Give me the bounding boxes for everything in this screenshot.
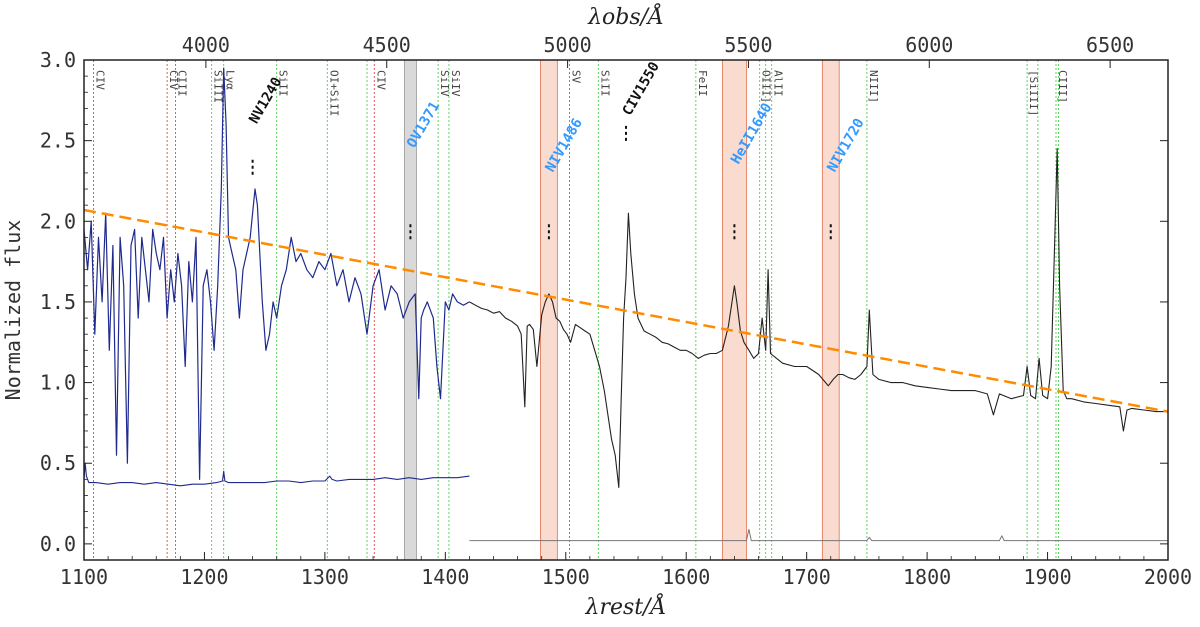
green-line-label-5: SiIV [438,70,451,97]
green-line-label-9: OIII] [760,70,773,103]
green-line-label-8: FeII [696,70,709,97]
ticks-layer: 1100 1200 1300 1400 1500 1600 1700 1800 1900 2000… [40,33,1192,589]
x2-tick-label-3: 5500 [724,33,772,57]
x-axis-title: λrest/Å [585,592,667,620]
x2-tick-label-4: 6000 [905,33,953,57]
series-blue_error [83,462,470,487]
series-blue [83,67,470,480]
band-1 [721,59,747,561]
feature-label-3: CIV1550 [620,59,663,118]
x-tick-label-3: 1400 [421,565,469,589]
series-layer [83,67,1169,542]
x-tick-label-6: 1700 [783,565,831,589]
green-line-label-11: AlII [772,70,785,97]
green-line-label-2: SiII [277,70,290,97]
x-tick-label-4: 1500 [542,565,590,589]
band-2 [821,59,840,561]
y-tick-label-6: 3.0 [40,48,76,72]
bands-layer [403,59,840,561]
green-line-label-3: OI+SiII [327,70,340,116]
series-black_error [469,528,1168,542]
y-tick-label-2: 1.0 [40,371,76,395]
green-line-label-15: CIII] [1056,70,1069,103]
y-axis-title: Normalized flux [1,220,25,401]
red-line-label-3: CIV [374,70,387,90]
x-tick-label-9: 2000 [1144,565,1192,589]
series-black [469,148,1168,488]
x2-tick-label-0: 4000 [182,33,230,57]
x-tick-label-8: 1900 [1023,565,1071,589]
green-line-label-13: [SiIII] [1027,70,1040,116]
green-line-label-1: Lyα [224,70,237,90]
y-tick-label-1: 0.5 [40,451,76,475]
x-tick-label-2: 1300 [301,565,349,589]
green-line-label-7: SiII [598,70,611,97]
green-line-label-6: SiIV [449,70,462,97]
x-tick-label-1: 1200 [180,565,228,589]
x-tick-label-7: 1800 [903,565,951,589]
red-line-label-1: CIV [167,70,180,90]
y-tick-label-3: 1.5 [40,290,76,314]
y-tick-label-5: 2.5 [40,129,76,153]
plot-frame [83,59,1169,561]
x2-tick-label-1: 4500 [363,33,411,57]
red-line-label-4: SV [569,70,582,84]
continuum-fit-line [83,208,1169,413]
y-tick-label-4: 2.0 [40,209,76,233]
red-line-label-2: CIII [176,70,189,97]
green-line-label-12: NIII] [867,70,880,103]
x2-tick-label-5: 6500 [1086,33,1134,57]
feature-label-0: NV1240 [246,75,285,127]
x-tick-label-5: 1600 [662,565,710,589]
red-line-label-0: CIV [94,70,107,90]
x2-tick-label-2: 5000 [544,33,592,57]
green-line-label-0: SiIII [212,70,225,103]
x2-axis-title: λobs/Å [587,2,664,30]
x-tick-label-0: 1100 [60,565,108,589]
y-tick-label-0: 0.0 [40,532,76,556]
